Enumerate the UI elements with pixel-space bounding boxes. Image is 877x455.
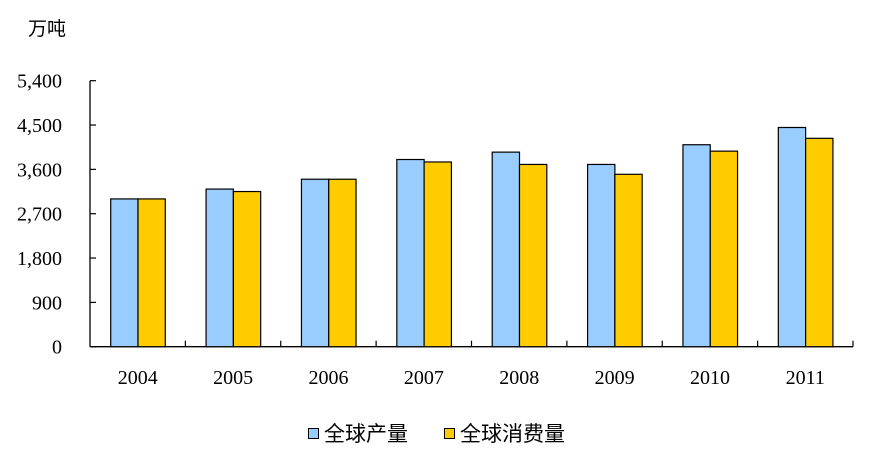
bar-consumption-2006 — [328, 178, 357, 348]
bar-production-2011 — [777, 126, 807, 348]
x-tick-label: 2011 — [786, 367, 825, 389]
x-tick-label: 2009 — [595, 367, 635, 389]
bar-production-2007 — [396, 158, 425, 348]
legend-label-consumption: 全球消费量 — [460, 422, 565, 446]
x-tick-label: 2007 — [404, 367, 444, 389]
legend-swatch-production — [308, 427, 319, 439]
x-tick-label: 2005 — [213, 367, 253, 389]
y-tick-label: 2,700 — [17, 204, 62, 226]
bar-production-2010 — [682, 144, 711, 348]
legend: 全球产量 全球消费量 — [308, 418, 601, 448]
y-tick-label: 5,400 — [17, 71, 62, 93]
bar-consumption-2008 — [518, 163, 548, 348]
bar-production-2006 — [300, 178, 330, 348]
bar-production-2008 — [491, 151, 521, 348]
bar-chart: 0 900 1,800 2,700 3,600 4,500 5,400 2004 2005 200… — [17, 71, 854, 389]
legend-item-consumption: 全球消费量 — [444, 418, 565, 448]
bar-consumption-2009 — [614, 173, 643, 348]
x-tick-label: 2004 — [118, 367, 158, 389]
bar-production-2005 — [205, 188, 234, 348]
legend-item-production: 全球产量 — [308, 418, 408, 448]
y-tick-label: 4,500 — [17, 115, 62, 137]
legend-label-production: 全球产量 — [324, 422, 408, 446]
y-tick-label: 3,600 — [17, 159, 62, 181]
legend-swatch-consumption — [444, 427, 455, 439]
y-tick-label: 900 — [32, 292, 62, 314]
bar-consumption-2010 — [709, 150, 739, 348]
x-tick-label: 2008 — [499, 367, 539, 389]
bar-production-2004 — [110, 198, 139, 348]
y-tick-label: 0 — [52, 337, 62, 359]
x-tick-label: 2010 — [690, 367, 730, 389]
bar-consumption-2004 — [137, 198, 166, 348]
x-tick-label: 2006 — [308, 367, 348, 389]
bar-consumption-2005 — [232, 190, 262, 348]
y-axis-unit-label: 万吨 — [28, 19, 67, 40]
bar-consumption-2007 — [423, 161, 453, 348]
bar-production-2009 — [586, 163, 616, 348]
y-tick-label: 1,800 — [17, 248, 62, 270]
bar-consumption-2011 — [805, 137, 834, 348]
